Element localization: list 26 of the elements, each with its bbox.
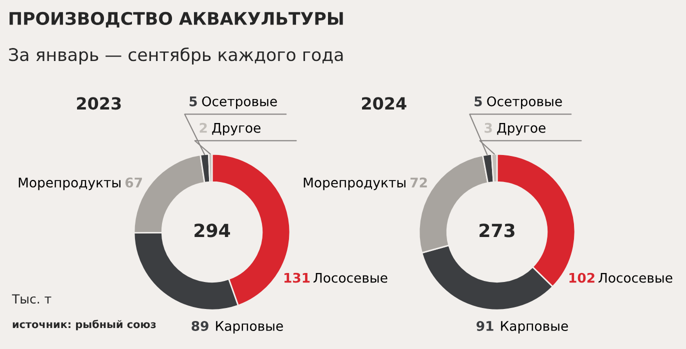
slice-label: Другое bbox=[212, 123, 260, 136]
text: 273 bbox=[480, 224, 514, 238]
data-label: 89 bbox=[192, 321, 208, 331]
data-label: 72 bbox=[410, 178, 427, 188]
slice-label: Лососевые bbox=[598, 272, 672, 283]
data-label: 5 bbox=[474, 96, 482, 106]
text: 2024 bbox=[362, 97, 406, 110]
data-label: 5 bbox=[190, 96, 197, 106]
data-label: 67 bbox=[125, 178, 142, 188]
text: Тыс. т bbox=[12, 294, 52, 304]
slice-label: Другое bbox=[497, 123, 546, 136]
slice-label: Морепродукты bbox=[18, 178, 120, 190]
slice-label: Лососевые bbox=[314, 272, 388, 283]
data-label: 131 bbox=[284, 272, 310, 283]
text: 294 bbox=[194, 224, 230, 238]
data-label: 91 bbox=[476, 321, 494, 331]
slice-label: Карповые bbox=[501, 321, 568, 334]
slice-label: Карповые bbox=[216, 321, 283, 334]
data-label: 102 bbox=[569, 272, 594, 283]
text: источник: рыбный союз bbox=[12, 320, 156, 330]
slice-label: Осетровые bbox=[202, 96, 277, 109]
chart-title: ПРОИЗВОДСТВО АКВАКУЛЬТУРЫ bbox=[10, 12, 343, 28]
text: 2023 bbox=[77, 97, 121, 110]
chart-subtitle: За январь — сентябрь каждого года bbox=[9, 47, 343, 65]
slice-label: Морепродукты bbox=[304, 178, 406, 190]
slice-label: Осетровые bbox=[487, 96, 562, 109]
